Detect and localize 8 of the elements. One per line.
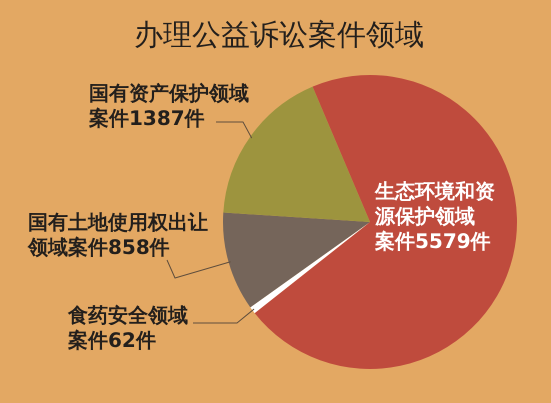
slice-label: 国有土地使用权出让领域案件858件 [27, 210, 208, 260]
data-label: 案件1387件 [88, 106, 205, 130]
data-label: 案件62件 [67, 328, 156, 352]
data-label: 案件5579件 [374, 229, 491, 254]
slice-label: 生态环境和资源保护领域 [374, 179, 495, 228]
slice-label: 食药安全领域 [67, 303, 188, 328]
chart-title: 办理公益诉讼案件领域 [134, 18, 424, 52]
slice-label: 国有资产保护领域 [89, 81, 249, 106]
